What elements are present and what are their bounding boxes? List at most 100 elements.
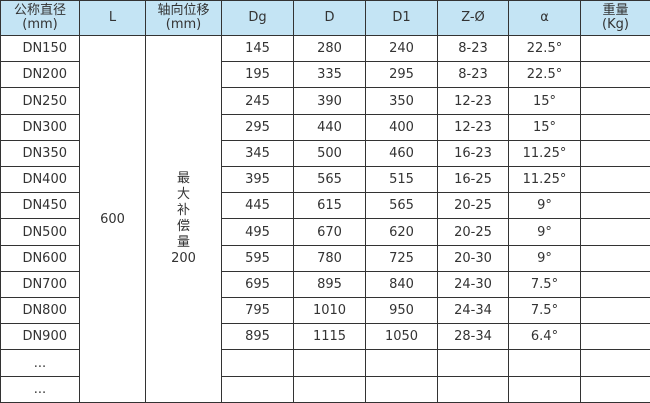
- cell-a: 11.25°: [508, 139, 581, 168]
- cell-d: 1010: [293, 297, 366, 325]
- cell-w: [580, 323, 650, 351]
- column-header: 轴向位移 (mm): [145, 0, 222, 36]
- axial-char: 偿: [176, 219, 190, 234]
- header-text: 公称直径: [13, 3, 66, 18]
- column-header: D: [293, 0, 366, 36]
- cell-dg: 195: [221, 61, 294, 89]
- cell-d: 1115: [293, 323, 366, 351]
- cell-w: [580, 34, 650, 63]
- cell-z: [437, 375, 509, 403]
- column-header: L: [79, 0, 146, 36]
- header-text: 重量: [602, 3, 629, 18]
- header-text: Dg: [248, 10, 267, 25]
- cell-d: 780: [293, 244, 366, 272]
- cell-w: [580, 297, 650, 325]
- cell-a: [508, 349, 581, 377]
- cell-w: [580, 113, 650, 141]
- header-unit: (mm): [165, 17, 202, 32]
- axial-displacement-cell: 最大补偿量 200: [145, 35, 222, 403]
- cell-a: 9°: [508, 218, 581, 246]
- table-row: DN900 895 1115 1050 28-34 6.4°: [0, 323, 650, 351]
- nominal-diameter: DN600: [0, 244, 80, 272]
- cell-d: [293, 375, 366, 403]
- table-row: DN350 345 500 460 16-23 11.25°: [0, 139, 650, 168]
- cell-w: [580, 87, 650, 115]
- header-text: D1: [392, 10, 411, 25]
- cell-d1: 1050: [365, 323, 438, 351]
- header-text: L: [108, 10, 117, 25]
- cell-z: 8-23: [437, 61, 509, 89]
- cell-w: [580, 139, 650, 168]
- table-row: DN600 595 780 725 20-30 9°: [0, 244, 650, 272]
- cell-d1: 725: [365, 244, 438, 272]
- cell-d: 500: [293, 139, 366, 168]
- cell-z: 8-23: [437, 34, 509, 63]
- cell-z: 20-30: [437, 244, 509, 272]
- cell-d1: 515: [365, 166, 438, 194]
- cell-dg: 795: [221, 297, 294, 325]
- header-text: 轴向位移: [157, 3, 210, 18]
- cell-z: 28-34: [437, 323, 509, 351]
- cell-dg: 695: [221, 270, 294, 299]
- cell-a: 7.5°: [508, 270, 581, 299]
- cell-w: [580, 192, 650, 220]
- cell-d: 390: [293, 87, 366, 115]
- nominal-diameter: DN400: [0, 166, 80, 194]
- cell-z: 12-23: [437, 113, 509, 141]
- cell-d: 895: [293, 270, 366, 299]
- cell-z: 20-25: [437, 218, 509, 246]
- cell-dg: 345: [221, 139, 294, 168]
- nominal-diameter: ...: [0, 375, 80, 403]
- cell-dg: 595: [221, 244, 294, 272]
- cell-d1: 950: [365, 297, 438, 325]
- cell-z: [437, 349, 509, 377]
- cell-dg: 395: [221, 166, 294, 194]
- cell-d: 440: [293, 113, 366, 141]
- cell-dg: 145: [221, 34, 294, 63]
- cell-w: [580, 218, 650, 246]
- header-text: α: [540, 10, 549, 25]
- cell-d: 280: [293, 34, 366, 63]
- cell-dg: 295: [221, 113, 294, 141]
- nominal-diameter: DN700: [0, 270, 80, 299]
- cell-d: 670: [293, 218, 366, 246]
- cell-a: 9°: [508, 192, 581, 220]
- nominal-diameter: DN300: [0, 113, 80, 141]
- cell-d: 565: [293, 166, 366, 194]
- cell-d1: [365, 349, 438, 377]
- table-row: DN200 195 335 295 8-23 22.5°: [0, 61, 650, 89]
- table-row: ...: [0, 349, 650, 377]
- nominal-diameter: DN450: [0, 192, 80, 220]
- nominal-diameter: DN250: [0, 87, 80, 115]
- length-cell: 600: [79, 35, 146, 403]
- cell-dg: [221, 349, 294, 377]
- cell-d1: 840: [365, 270, 438, 299]
- cell-a: 9°: [508, 244, 581, 272]
- cell-a: 6.4°: [508, 323, 581, 351]
- cell-dg: 445: [221, 192, 294, 220]
- cell-d1: 400: [365, 113, 438, 141]
- nominal-diameter: ...: [0, 349, 80, 377]
- cell-z: 16-25: [437, 166, 509, 194]
- cell-d: [293, 349, 366, 377]
- axial-char: 补: [176, 203, 190, 218]
- cell-z: 12-23: [437, 87, 509, 115]
- cell-a: 22.5°: [508, 34, 581, 63]
- cell-dg: 895: [221, 323, 294, 351]
- nominal-diameter: DN900: [0, 323, 80, 351]
- axial-char: 大: [176, 187, 190, 202]
- cell-d1: 295: [365, 61, 438, 89]
- cell-dg: 495: [221, 218, 294, 246]
- cell-d1: 620: [365, 218, 438, 246]
- axial-char: 最: [176, 171, 190, 186]
- cell-a: [508, 375, 581, 403]
- cell-d1: 565: [365, 192, 438, 220]
- cell-z: 24-30: [437, 270, 509, 299]
- cell-dg: 245: [221, 87, 294, 115]
- cell-d1: 240: [365, 34, 438, 63]
- nominal-diameter: DN150: [0, 34, 80, 63]
- nominal-diameter: DN200: [0, 61, 80, 89]
- cell-w: [580, 244, 650, 272]
- cell-d: 335: [293, 61, 366, 89]
